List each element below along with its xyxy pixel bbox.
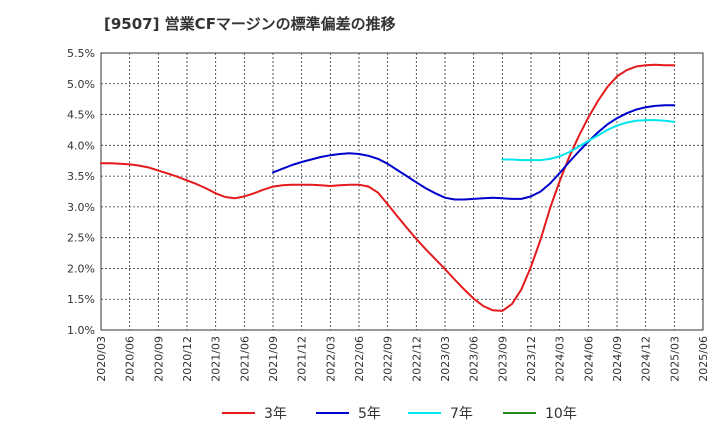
x-tick-label: 2021/12 bbox=[296, 336, 309, 382]
x-tick-label: 2023/12 bbox=[525, 336, 538, 382]
legend: 3年 5年 7年 10年 bbox=[222, 406, 577, 422]
legend-label-2: 7年 bbox=[450, 406, 473, 422]
x-tick-label: 2020/09 bbox=[152, 336, 165, 382]
chart-title: [9507] 営業CFマージンの標準偏差の推移 bbox=[104, 15, 396, 33]
series-layer bbox=[100, 63, 676, 312]
y-tick-label: 5.0% bbox=[67, 78, 95, 91]
x-tick-label: 2023/03 bbox=[439, 336, 452, 382]
x-tick-label: 2022/09 bbox=[382, 336, 395, 382]
series-line-0 bbox=[100, 63, 676, 312]
y-tick-label: 2.0% bbox=[67, 262, 95, 275]
x-tick-label: 2024/06 bbox=[582, 336, 595, 382]
x-tick-label: 2022/12 bbox=[410, 336, 423, 382]
y-tick-label: 4.5% bbox=[67, 109, 95, 122]
y-tick-label: 3.5% bbox=[67, 170, 95, 183]
y-tick-label: 1.0% bbox=[67, 324, 95, 337]
x-tick-label: 2024/12 bbox=[640, 336, 653, 382]
x-tick-label: 2021/09 bbox=[267, 336, 280, 382]
plot-frame bbox=[100, 52, 704, 331]
x-tick-label: 2022/03 bbox=[324, 336, 337, 382]
series-line-1 bbox=[272, 104, 676, 201]
y-tick-label: 5.5% bbox=[67, 47, 95, 60]
y-axis-ticks: 1.0% 1.5% 2.0% 2.5% 3.0% 3.5% 4.0% 4.5% 5.0% 5.5% bbox=[67, 47, 95, 337]
legend-label-0: 3年 bbox=[264, 406, 287, 422]
x-tick-label: 2023/09 bbox=[496, 336, 509, 382]
y-tick-label: 4.0% bbox=[67, 139, 95, 152]
y-tick-label: 2.5% bbox=[67, 232, 95, 245]
x-tick-label: 2020/12 bbox=[181, 336, 194, 382]
x-tick-label: 2023/06 bbox=[468, 336, 481, 382]
x-tick-label: 2021/06 bbox=[238, 336, 251, 382]
x-tick-label: 2020/03 bbox=[95, 336, 108, 382]
legend-label-3: 10年 bbox=[545, 406, 577, 422]
x-tick-label: 2022/06 bbox=[353, 336, 366, 382]
grid-layer bbox=[100, 52, 704, 331]
x-tick-label: 2025/06 bbox=[697, 336, 710, 382]
x-tick-label: 2021/03 bbox=[210, 336, 223, 382]
x-tick-label: 2025/03 bbox=[668, 336, 681, 382]
series-line-2 bbox=[501, 119, 676, 162]
x-tick-label: 2024/03 bbox=[554, 336, 567, 382]
x-axis-ticks: 2020/03 2020/06 2020/09 2020/12 2021/03 2021/… bbox=[95, 336, 710, 382]
legend-label-1: 5年 bbox=[358, 406, 381, 422]
x-tick-label: 2024/09 bbox=[611, 336, 624, 382]
y-tick-label: 1.5% bbox=[67, 293, 95, 306]
y-tick-label: 3.0% bbox=[67, 201, 95, 214]
x-tick-label: 2020/06 bbox=[124, 336, 137, 382]
